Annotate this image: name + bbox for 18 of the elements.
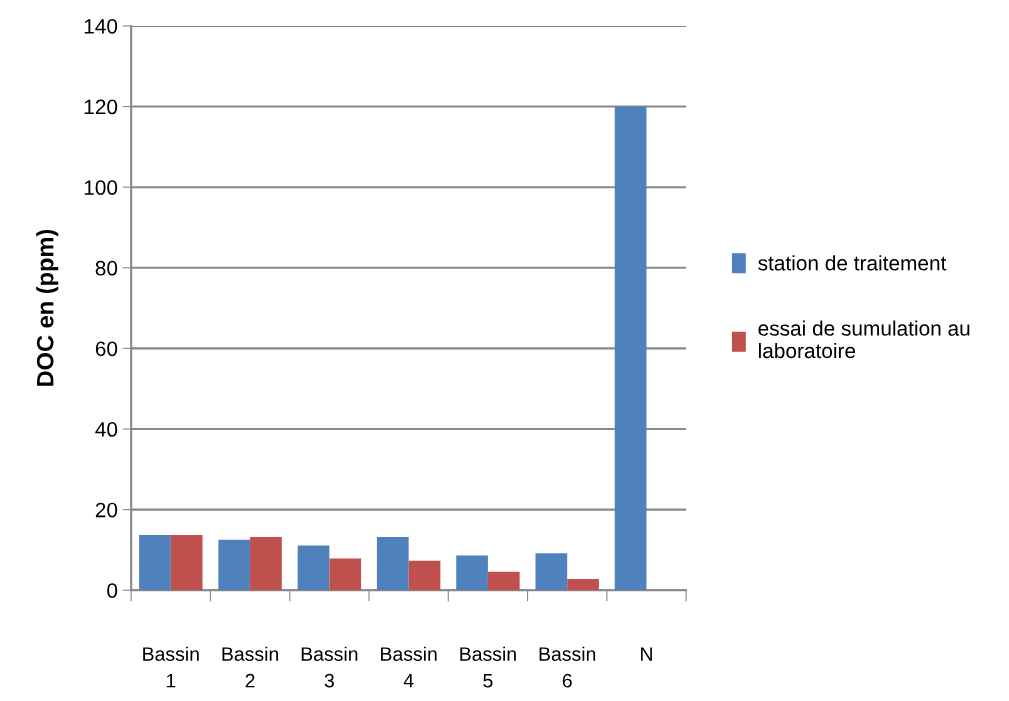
y-tick-label: 100 bbox=[84, 180, 118, 195]
y-tick-label: 20 bbox=[95, 502, 118, 518]
y-tick-label: 80 bbox=[95, 260, 118, 276]
x-tick-label: Bassin 2 bbox=[222, 646, 279, 688]
x-tick-label: Bassin 1 bbox=[143, 646, 199, 688]
y-tick-label: 40 bbox=[95, 422, 118, 437]
y-tick-label: 140 bbox=[84, 18, 118, 34]
legend-label: station de traitement bbox=[758, 255, 947, 271]
y-tick-label: 60 bbox=[95, 341, 118, 357]
legend-label: essai de sumulation au laboratoire bbox=[758, 320, 970, 359]
x-tick-label: Bassin 6 bbox=[539, 646, 596, 688]
y-axis-title: DOC en (ppm) bbox=[36, 229, 59, 386]
y-tick-label: 0 bbox=[107, 583, 118, 598]
y-tick-label: 120 bbox=[84, 99, 118, 115]
x-tick-label: N bbox=[641, 647, 652, 661]
x-tick-label: Bassin 4 bbox=[381, 646, 437, 688]
x-tick-label: Bassin 5 bbox=[460, 646, 516, 688]
x-tick-label: Bassin 3 bbox=[301, 646, 358, 688]
